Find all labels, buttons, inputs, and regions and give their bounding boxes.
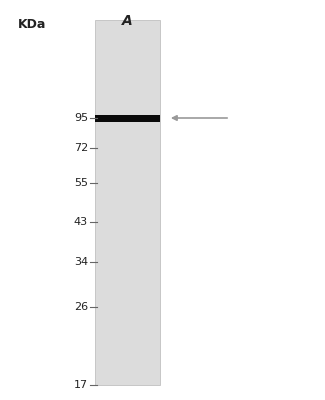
Text: KDa: KDa: [18, 18, 46, 31]
Text: 34: 34: [74, 257, 88, 267]
Text: 72: 72: [74, 143, 88, 153]
Text: 26: 26: [74, 302, 88, 312]
Bar: [95, 114, 160, 122]
Text: A: A: [122, 14, 132, 28]
Text: 55: 55: [74, 178, 88, 188]
Text: 17: 17: [74, 380, 88, 390]
Text: 95: 95: [74, 113, 88, 123]
Bar: [95, 20, 160, 385]
Text: 43: 43: [74, 217, 88, 227]
